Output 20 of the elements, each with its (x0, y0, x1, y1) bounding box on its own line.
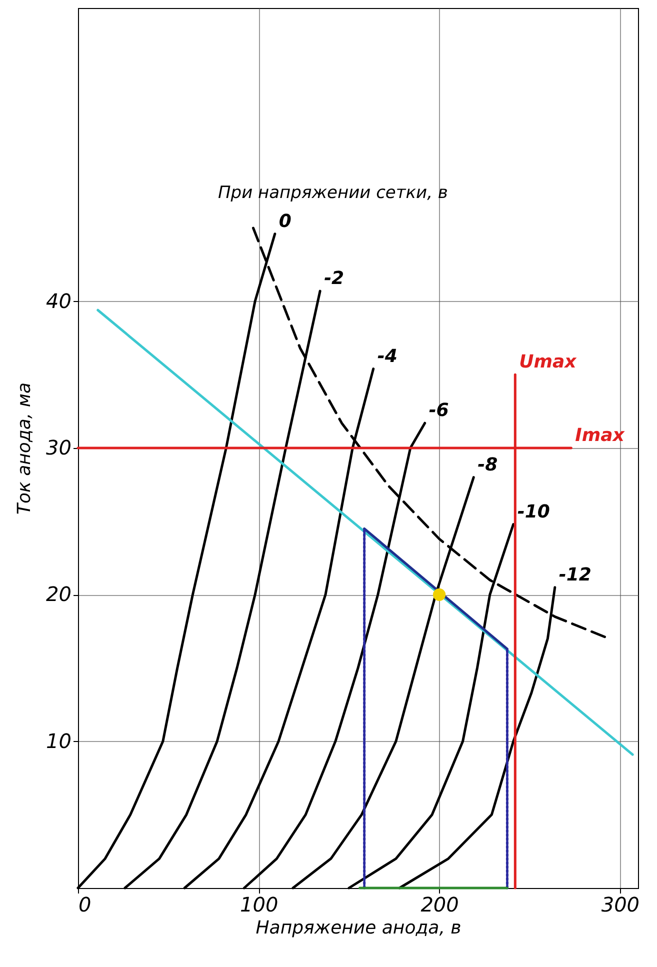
y-tick-label: 30 (46, 436, 72, 460)
x-tick-label: 300 (601, 892, 640, 916)
y-tick-label: 10 (46, 728, 72, 753)
y-tick-label: 20 (46, 582, 72, 606)
series-label: -12 (558, 564, 592, 586)
series-label: -8 (478, 454, 498, 476)
series-label: Imax (575, 425, 626, 446)
series-label: Umax (519, 352, 578, 373)
y-tick-label: 40 (46, 288, 72, 313)
series-label: -4 (377, 346, 398, 367)
series-label: -6 (428, 400, 449, 422)
x-axis-title: Напряжение анода, в (256, 918, 462, 938)
x-tick-label: 0 (78, 892, 92, 916)
annotation: При напряжении сетки, в (218, 183, 448, 203)
series-label: -10 (517, 501, 550, 522)
y-axis-title: Ток анода, ма (14, 382, 36, 514)
x-tick-label: 200 (420, 892, 459, 916)
x-tick-label: 100 (240, 892, 278, 916)
series-label: 0 (278, 210, 292, 232)
series-label: -2 (324, 268, 344, 290)
